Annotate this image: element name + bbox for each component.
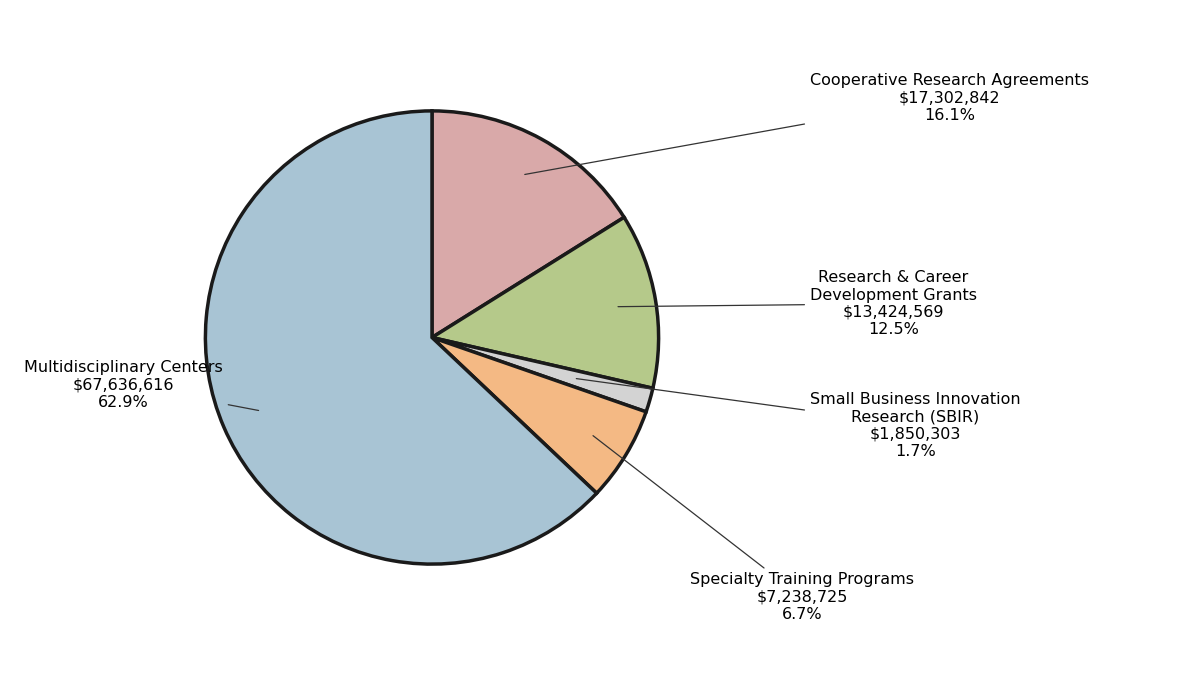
- Wedge shape: [432, 338, 646, 493]
- Text: Specialty Training Programs
$7,238,725
6.7%: Specialty Training Programs $7,238,725 6…: [593, 435, 914, 622]
- Wedge shape: [432, 217, 659, 388]
- Text: Multidisciplinary Centers
$67,636,616
62.9%: Multidisciplinary Centers $67,636,616 62…: [24, 360, 259, 410]
- Text: Research & Career
Development Grants
$13,424,569
12.5%: Research & Career Development Grants $13…: [618, 270, 977, 338]
- Wedge shape: [432, 111, 624, 338]
- Text: Small Business Innovation
Research (SBIR)
$1,850,303
1.7%: Small Business Innovation Research (SBIR…: [576, 379, 1021, 459]
- Text: Cooperative Research Agreements
$17,302,842
16.1%: Cooperative Research Agreements $17,302,…: [524, 73, 1090, 174]
- Wedge shape: [205, 111, 596, 564]
- Wedge shape: [432, 338, 653, 412]
